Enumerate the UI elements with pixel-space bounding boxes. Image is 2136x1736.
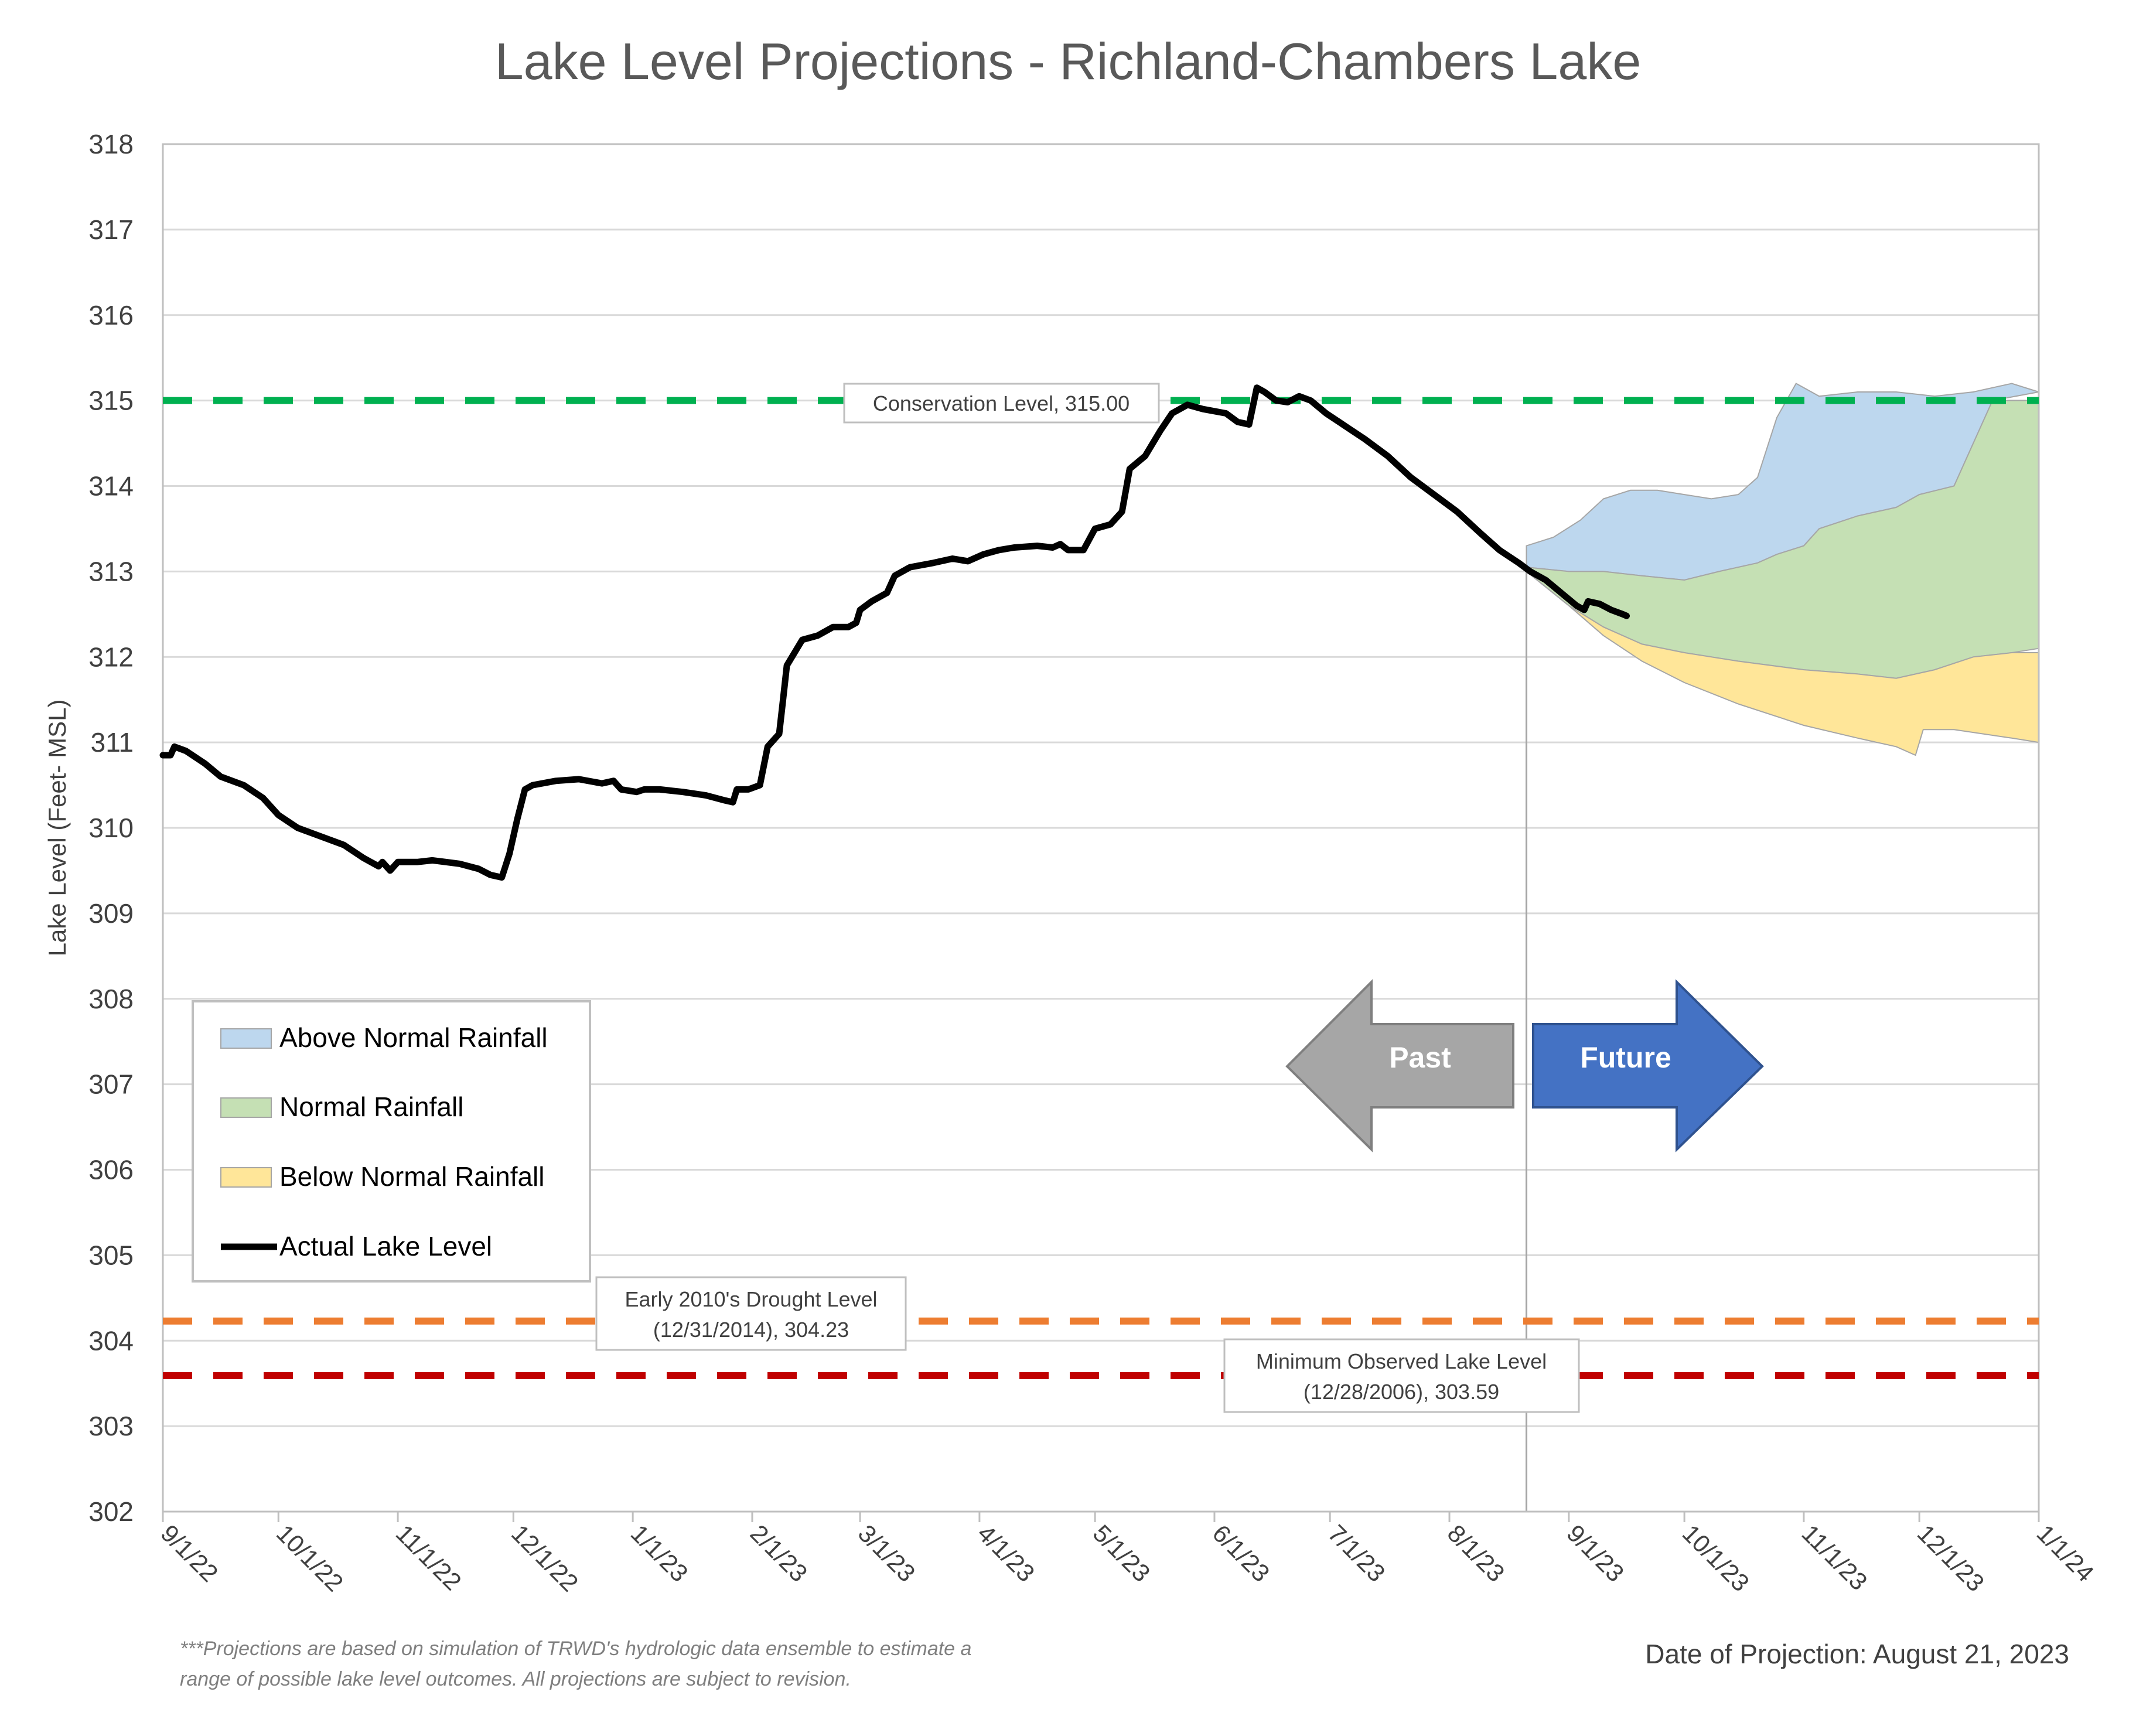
y-tick-label-318: 318 <box>88 129 134 159</box>
future-arrow: Future <box>1532 979 1764 1152</box>
y-tick-label-302: 302 <box>88 1496 134 1527</box>
projection-date: Date of Projection: August 21, 2023 <box>1645 1639 2069 1669</box>
minimum-label-box <box>1223 1338 1580 1413</box>
past-arrow-shape <box>1285 979 1514 1152</box>
y-tick-label-314: 314 <box>88 471 134 502</box>
y-tick-label-312: 312 <box>88 642 134 672</box>
y-tick-label-307: 307 <box>88 1069 134 1100</box>
legend: Above Normal Rainfall Normal Rainfall Be… <box>192 1000 591 1283</box>
legend-label-below-normal: Below Normal Rainfall <box>279 1161 545 1192</box>
legend-swatch-normal <box>220 1097 272 1118</box>
conservation-label: Conservation Level, 315.00 <box>843 383 1160 424</box>
drought-label: Early 2010's Drought Level (12/31/2014),… <box>595 1276 907 1351</box>
y-tick-label-305: 305 <box>88 1240 134 1270</box>
legend-label-normal: Normal Rainfall <box>279 1092 463 1122</box>
drought-label-line1: Early 2010's Drought Level <box>625 1287 877 1311</box>
y-tick-label-317: 317 <box>88 214 134 245</box>
plot-area-border <box>162 143 2040 1513</box>
chart-title: Lake Level Projections - Richland-Chambe… <box>495 32 1642 90</box>
future-arrow-label: Future <box>1580 1041 1671 1074</box>
y-tick-label-316: 316 <box>88 300 134 330</box>
minimum-label: Minimum Observed Lake Level (12/28/2006)… <box>1223 1338 1580 1413</box>
y-tick-label-311: 311 <box>91 727 134 758</box>
y-tick-label-308: 308 <box>88 984 134 1014</box>
y-tick-label-310: 310 <box>88 813 134 843</box>
conservation-label-box <box>843 383 1160 424</box>
reference-lines <box>163 397 2039 1380</box>
y-tick-label-306: 306 <box>88 1155 134 1185</box>
y-tick-label-303: 303 <box>88 1411 134 1441</box>
legend-label-above-normal: Above Normal Rainfall <box>279 1022 548 1053</box>
drought-label-box <box>595 1276 907 1351</box>
legend-swatch-below-normal <box>220 1167 272 1188</box>
y-tick-label-313: 313 <box>88 556 134 586</box>
y-axis-label: Lake Level (Feet- MSL) <box>43 700 71 957</box>
future-arrow-shape <box>1532 979 1764 1152</box>
minimum-label-line1: Minimum Observed Lake Level <box>1256 1349 1547 1373</box>
y-tick-label-309: 309 <box>88 898 134 929</box>
minimum-label-line2: (12/28/2006), 303.59 <box>1304 1380 1499 1404</box>
y-tick-label-304: 304 <box>88 1325 134 1356</box>
past-arrow: Past <box>1285 979 1514 1152</box>
footnote-line1: ***Projections are based on simulation o… <box>180 1638 971 1660</box>
y-axis-ticks: 302 303 304 305 306 307 308 309 310 311 312 313 314 3… <box>88 129 134 1527</box>
legend-swatch-above-normal <box>220 1028 272 1049</box>
legend-label-actual: Actual Lake Level <box>279 1231 492 1261</box>
footnote-line2: range of possible lake level outcomes. A… <box>180 1668 851 1690</box>
past-arrow-label: Past <box>1389 1041 1451 1074</box>
y-tick-label-315: 315 <box>88 386 134 416</box>
drought-label-line2: (12/31/2014), 304.23 <box>653 1318 849 1342</box>
conservation-label-text: Conservation Level, 315.00 <box>873 391 1130 415</box>
series-line-actual-lake-level <box>159 384 1630 881</box>
series-lines <box>159 384 1630 881</box>
